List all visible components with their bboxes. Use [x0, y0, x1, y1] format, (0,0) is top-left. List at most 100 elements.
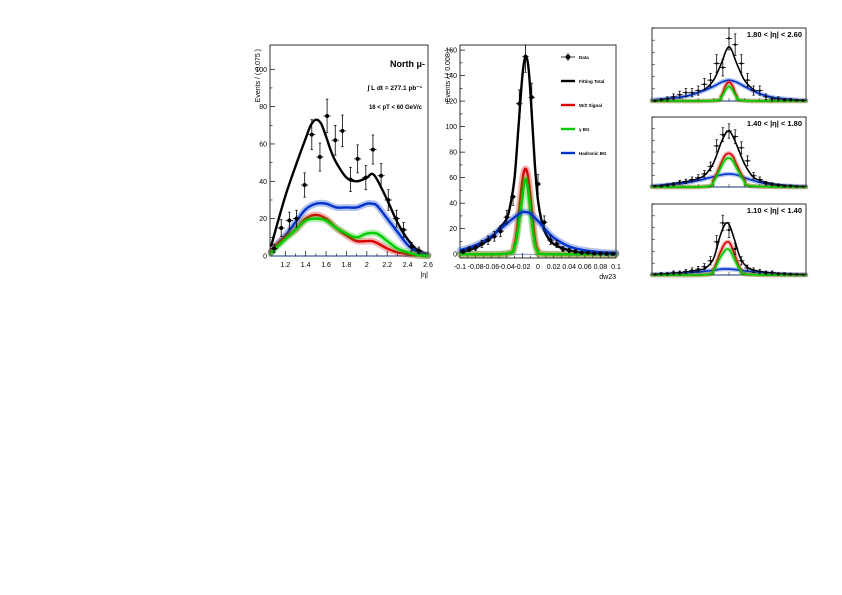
series-line	[651, 248, 807, 276]
legend-label: Data	[579, 55, 589, 60]
x-tick-label: 0.1	[611, 264, 621, 271]
x-axis-label: |η|	[420, 272, 428, 279]
data-point	[287, 218, 292, 223]
data-point	[770, 271, 774, 274]
data-point	[733, 43, 737, 46]
data-point	[492, 234, 497, 239]
data-point	[783, 272, 786, 276]
y-tick-label: 40	[449, 201, 457, 208]
legend-marker	[565, 54, 571, 60]
data-point	[715, 62, 718, 65]
annotation-luminosity: ∫ L dt = 277.1 pb⁻¹	[367, 85, 422, 92]
data-point	[517, 101, 522, 106]
data-point	[511, 194, 516, 199]
y-axis-label: Events / ( 0.075 )	[255, 49, 262, 102]
data-point	[795, 185, 798, 188]
data-point	[272, 246, 277, 251]
data-point	[789, 273, 792, 276]
data-point	[653, 273, 657, 276]
data-point	[660, 98, 663, 102]
x-tick-label: 0	[536, 264, 540, 271]
x-tick-label: 2.4	[403, 262, 413, 269]
y-tick-label: 40	[259, 179, 267, 186]
data-point	[690, 178, 694, 181]
series-line	[651, 45, 807, 102]
data-point	[666, 272, 669, 276]
data-point	[709, 259, 712, 262]
y-tick-label: 160	[445, 48, 457, 55]
data-point	[789, 98, 792, 102]
series-line	[651, 85, 807, 102]
data-point	[752, 89, 755, 92]
data-point	[604, 251, 609, 256]
chart-title: 1.10 < |η| < 1.40	[747, 206, 802, 215]
series-line	[651, 79, 807, 102]
data-point	[746, 266, 749, 270]
data-point	[666, 97, 669, 101]
y-tick-label: 20	[449, 226, 457, 233]
data-point	[523, 54, 528, 59]
data-point	[486, 238, 491, 243]
data-point	[709, 165, 712, 168]
data-point	[672, 95, 675, 99]
data-point	[672, 183, 675, 186]
x-tick-label: -0.1	[454, 264, 466, 271]
data-point	[302, 183, 307, 188]
y-tick-label: 100	[255, 67, 267, 74]
x-tick-label: 1.8	[342, 262, 352, 269]
data-point	[801, 273, 805, 276]
x-axis-label: dw23	[599, 274, 616, 281]
x-tick-label: 2.2	[382, 262, 392, 269]
data-point	[795, 273, 798, 276]
eta-bin-chart-low: 1.10 < |η| < 1.40	[649, 203, 809, 278]
eta-distribution-chart: 1.2 1.4 1.6 1.8 2 2.2 2.4 2.6 0 20 40 60 80 100 |η| Eve…	[255, 44, 433, 279]
data-point	[548, 238, 553, 243]
x-tick-label: 2	[365, 262, 369, 269]
data-point	[721, 133, 725, 136]
data-point	[678, 271, 681, 274]
data-point	[795, 99, 798, 102]
x-tick-label: -0.06	[483, 264, 499, 271]
data-point	[703, 83, 706, 86]
data-point	[770, 183, 774, 186]
data-point	[340, 128, 345, 133]
x-tick-label: 0.02	[547, 264, 561, 271]
x-tick-label: 0.06	[578, 264, 592, 271]
data-point	[727, 228, 731, 232]
series-line	[651, 222, 807, 276]
series-line	[459, 210, 617, 255]
series-line	[651, 157, 807, 188]
data-point	[777, 183, 780, 187]
legend-label: γ BG	[579, 127, 590, 132]
data-point	[653, 184, 657, 188]
dw23-distribution-chart: -0.1 -0.08 -0.06 -0.04 -0.02 0 0.02 0.04 0.06 0.0…	[445, 44, 621, 281]
x-tick-label: -0.02	[514, 264, 530, 271]
x-tick-label: 0.04	[562, 264, 576, 271]
data-point	[401, 227, 406, 232]
data-point	[733, 135, 737, 138]
data-point	[770, 97, 774, 101]
chart-title: 1.80 < |η| < 2.60	[747, 30, 802, 39]
data-point	[348, 177, 353, 182]
data-point	[333, 138, 338, 143]
series-line	[269, 118, 429, 256]
annotation-charge: North μ-	[390, 59, 425, 69]
data-point	[746, 78, 749, 82]
data-point	[684, 91, 688, 94]
data-point	[567, 248, 572, 253]
data-point	[660, 184, 663, 188]
annotation-pt-range: 16 < pT < 60 GeV/c	[369, 105, 423, 111]
data-point	[379, 173, 384, 178]
series-line	[459, 177, 617, 256]
data-point	[317, 155, 322, 160]
data-point	[697, 89, 700, 92]
data-point	[715, 240, 718, 244]
data-point	[467, 247, 472, 252]
data-point	[783, 184, 786, 188]
x-tick-label: -0.08	[468, 264, 484, 271]
data-point	[529, 95, 534, 100]
data-point	[370, 147, 375, 152]
data-point	[740, 259, 743, 262]
data-point	[690, 91, 694, 94]
data-point	[697, 267, 700, 271]
